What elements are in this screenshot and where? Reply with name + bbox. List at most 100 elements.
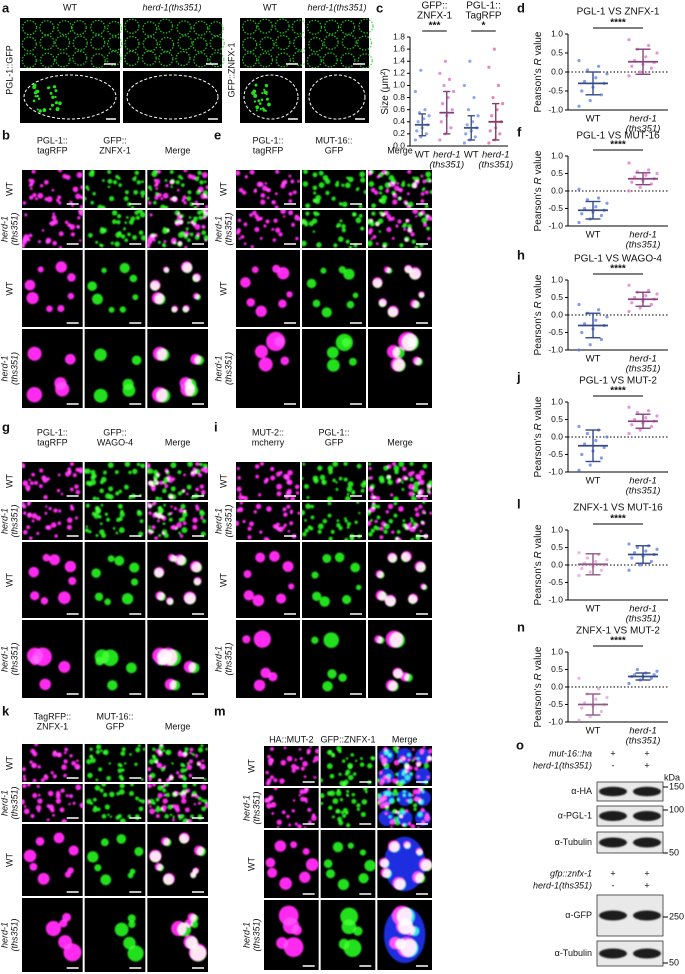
granule	[273, 218, 278, 223]
granule	[326, 749, 333, 756]
granule	[57, 195, 62, 200]
column-header: GFP::ZNFX-1	[320, 734, 375, 744]
granule	[372, 278, 383, 289]
granule	[371, 203, 377, 208]
data-point	[594, 76, 598, 80]
granule	[202, 519, 207, 524]
granule	[242, 635, 251, 644]
nucleus-ring	[242, 52, 258, 68]
granule	[85, 525, 89, 528]
granule	[177, 231, 184, 238]
micrograph	[236, 620, 300, 698]
granule	[22, 504, 27, 509]
nucleus-ring	[124, 50, 140, 67]
granule	[419, 748, 425, 754]
granule	[260, 98, 264, 102]
signal	[368, 502, 432, 540]
granule	[261, 107, 265, 110]
data-point	[633, 673, 637, 677]
granule	[271, 812, 275, 815]
granule	[370, 528, 375, 533]
granule	[84, 196, 87, 201]
granule	[186, 764, 193, 770]
granule	[236, 228, 242, 233]
data-point	[441, 102, 445, 106]
granule	[418, 504, 423, 509]
granule	[353, 926, 363, 936]
x-tick-label: herd-1	[629, 230, 656, 241]
data-point	[577, 220, 581, 225]
data-point	[649, 676, 654, 680]
y-axis-label-part: value	[533, 396, 544, 423]
column-header: MUT-16::	[315, 135, 352, 145]
granule	[350, 753, 355, 757]
granule	[187, 238, 191, 242]
granule	[74, 484, 79, 489]
granule	[165, 184, 169, 188]
granule	[116, 213, 122, 219]
granule	[327, 496, 333, 500]
granule	[171, 306, 178, 313]
micrograph	[84, 250, 146, 327]
row-label: (ths351)	[9, 642, 19, 675]
micrograph	[22, 170, 83, 208]
row-label: (ths351)	[223, 504, 233, 537]
granule	[388, 815, 392, 819]
granule	[338, 476, 343, 481]
granule	[336, 519, 340, 523]
granule	[307, 525, 312, 530]
granule	[158, 534, 162, 537]
granule	[415, 473, 421, 480]
signal	[22, 462, 83, 500]
data-point	[462, 141, 466, 145]
data-point	[599, 337, 604, 342]
granule	[327, 669, 337, 679]
granule	[345, 757, 349, 760]
granule	[411, 748, 415, 751]
granule	[302, 181, 309, 187]
genotype-sign: -	[612, 880, 615, 890]
image-background	[368, 542, 432, 618]
granule	[100, 503, 104, 507]
granule	[344, 517, 347, 520]
granule	[426, 226, 430, 231]
granule	[401, 487, 405, 491]
column-header: Merge	[165, 145, 191, 155]
panel-letter: d	[517, 0, 525, 15]
granule	[335, 790, 342, 797]
granule	[64, 871, 72, 878]
granule	[334, 552, 345, 563]
column-header: MUT-2::	[252, 427, 284, 437]
granule	[90, 757, 96, 764]
data-point	[580, 452, 584, 457]
granule	[179, 534, 184, 538]
granule	[311, 813, 316, 817]
granule	[107, 555, 115, 563]
granule	[346, 486, 353, 493]
nucleus-ring	[322, 52, 338, 68]
granule	[193, 578, 201, 586]
granule	[156, 170, 161, 174]
granule	[257, 99, 261, 103]
row-label: herd-1	[0, 355, 9, 381]
granule	[393, 513, 398, 518]
granule	[305, 503, 311, 510]
data-point	[577, 424, 581, 429]
granule	[412, 521, 418, 527]
x-tick-label: herd-1	[629, 354, 656, 365]
granule	[381, 757, 388, 764]
granule	[111, 210, 118, 216]
nucleus-ring	[106, 50, 122, 67]
row-label: herd-1	[0, 508, 9, 534]
data-point	[476, 114, 480, 118]
granule	[66, 517, 73, 523]
granule	[386, 773, 392, 779]
granule	[31, 170, 36, 174]
x-tick-label: herd-1	[629, 476, 656, 487]
row-label: WT	[246, 857, 256, 871]
group-header: PGL-1::	[466, 1, 500, 12]
granule	[202, 463, 208, 469]
granule	[303, 484, 309, 489]
micrograph	[84, 824, 146, 896]
image-background	[302, 620, 366, 698]
